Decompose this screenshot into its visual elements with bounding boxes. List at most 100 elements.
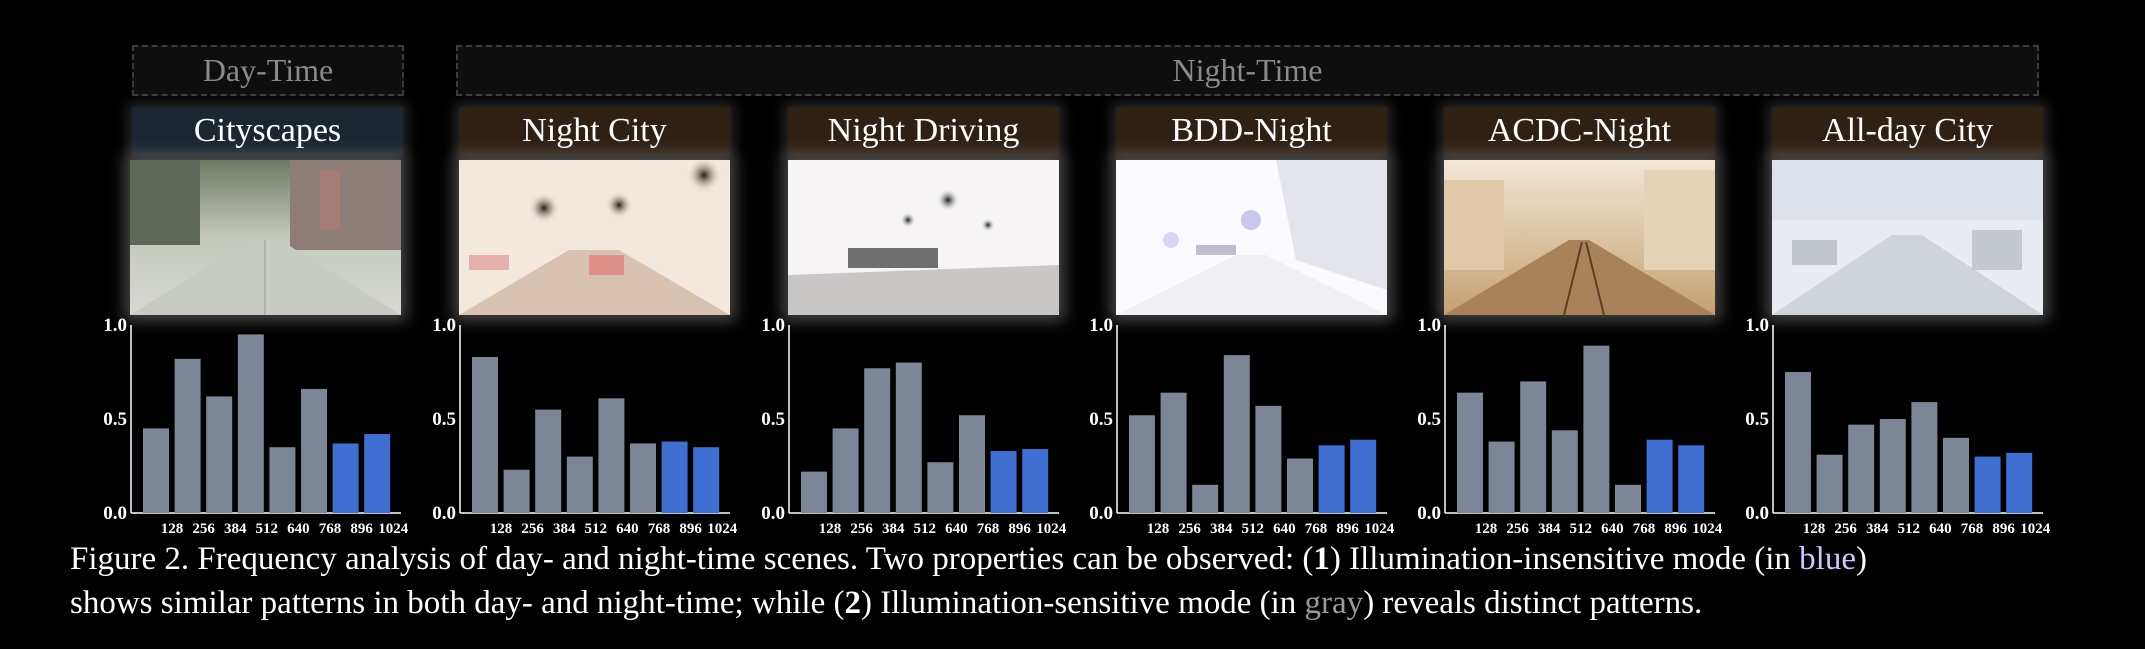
caption-text-1: Figure 2. Frequency analysis of day- and… bbox=[70, 541, 1314, 577]
x-tick-label: 768 bbox=[977, 521, 1000, 537]
bar-128 bbox=[801, 471, 827, 513]
x-tick-label: 256 bbox=[192, 521, 215, 537]
bar-128 bbox=[1785, 372, 1811, 513]
caption-line-1: Figure 2. Frequency analysis of day- and… bbox=[70, 537, 2130, 581]
bar-128 bbox=[472, 356, 498, 513]
bar-128 bbox=[143, 428, 169, 513]
bar-640 bbox=[1911, 402, 1938, 513]
y-tick-label: 0.5 bbox=[103, 409, 127, 430]
x-tick-label: 256 bbox=[521, 521, 544, 537]
y-tick-label: 0.0 bbox=[1089, 503, 1113, 524]
x-tick-label: 256 bbox=[1506, 521, 1529, 537]
bar-640 bbox=[927, 462, 954, 513]
bar-128 bbox=[1457, 392, 1483, 513]
bar-640 bbox=[269, 447, 296, 513]
caption-text-6: ) reveals distinct patterns. bbox=[1363, 585, 1703, 621]
x-tick-label: 1024 bbox=[1036, 521, 1067, 537]
bar-1024 bbox=[693, 447, 720, 513]
x-tick-label: 512 bbox=[585, 521, 608, 537]
bar-512 bbox=[895, 362, 922, 513]
x-tick-label: 384 bbox=[1538, 521, 1561, 537]
bar-384 bbox=[864, 368, 891, 513]
frequency-bar-charts: 0.0 0.5 1.0 128 256 384 512 640 768 896 1024 0.0 0.5… bbox=[103, 315, 2050, 537]
x-tick-label: 128 bbox=[819, 521, 842, 537]
acdc-night-scene-image bbox=[1444, 160, 1715, 315]
dataset-label-cityscapes: Cityscapes bbox=[132, 107, 403, 155]
bar-896 bbox=[990, 450, 1017, 513]
caption-text-3: ) bbox=[1856, 541, 1867, 577]
y-tick-label: 1.0 bbox=[1745, 315, 1769, 336]
day-time-group-header: Day-Time bbox=[132, 45, 404, 96]
bar-384 bbox=[1192, 484, 1219, 513]
caption-gray-word: gray bbox=[1304, 585, 1364, 621]
bar-1024 bbox=[1022, 449, 1049, 513]
caption-text-4: shows similar patterns in both day- and … bbox=[70, 585, 845, 621]
y-tick-label: 1.0 bbox=[1089, 315, 1113, 336]
bar-1024 bbox=[1350, 439, 1377, 513]
bar-896 bbox=[1318, 445, 1345, 513]
x-tick-label: 896 bbox=[1008, 521, 1031, 537]
bar-640 bbox=[1583, 345, 1610, 513]
bar-chart-cityscapes: 0.0 0.5 1.0 128 256 384 512 640 768 896 1024 bbox=[103, 315, 408, 537]
bar-640 bbox=[598, 398, 625, 513]
night-driving-scene-image bbox=[788, 160, 1059, 315]
bar-512 bbox=[237, 334, 264, 513]
bar-chart-all-day-city: 0.0 0.5 1.0 128 256 384 512 640 768 896 1024 bbox=[1745, 315, 2050, 537]
bar-384 bbox=[1848, 424, 1875, 513]
bar-chart-night-driving: 0.0 0.5 1.0 128 256 384 512 640 768 896 1024 bbox=[761, 315, 1066, 537]
x-tick-label: 1024 bbox=[1364, 521, 1395, 537]
bar-384 bbox=[206, 396, 233, 513]
bar-768 bbox=[1615, 484, 1641, 513]
x-tick-label: 896 bbox=[1992, 521, 2015, 537]
x-tick-label: 512 bbox=[914, 521, 937, 537]
bar-896 bbox=[661, 441, 688, 513]
bar-384 bbox=[535, 409, 562, 513]
x-tick-label: 896 bbox=[1664, 521, 1687, 537]
figure-caption: Figure 2. Frequency analysis of day- and… bbox=[70, 537, 2130, 625]
x-tick-label: 1024 bbox=[1692, 521, 1723, 537]
y-tick-label: 1.0 bbox=[761, 315, 785, 336]
x-tick-label: 512 bbox=[1570, 521, 1593, 537]
x-tick-label: 1024 bbox=[707, 521, 738, 537]
x-tick-label: 512 bbox=[1898, 521, 1921, 537]
x-tick-label: 1024 bbox=[2020, 521, 2051, 537]
caption-property-1: 1 bbox=[1313, 541, 1330, 577]
bar-768 bbox=[630, 443, 656, 513]
caption-blue-word: blue bbox=[1799, 541, 1856, 577]
x-tick-label: 768 bbox=[319, 521, 342, 537]
bar-256 bbox=[1488, 441, 1515, 513]
bar-chart-night-city: 0.0 0.5 1.0 128 256 384 512 640 768 896 1024 bbox=[432, 315, 737, 537]
y-tick-label: 0.5 bbox=[432, 409, 456, 430]
night-time-group-header: Night-Time bbox=[456, 45, 2039, 96]
cityscapes-scene-image bbox=[130, 160, 401, 315]
x-tick-label: 896 bbox=[679, 521, 702, 537]
all-day-city-scene-image bbox=[1772, 160, 2043, 315]
y-tick-label: 0.5 bbox=[1417, 409, 1441, 430]
bar-896 bbox=[1646, 439, 1673, 513]
bar-1024 bbox=[364, 434, 391, 513]
x-tick-label: 768 bbox=[648, 521, 671, 537]
bar-768 bbox=[959, 415, 985, 513]
x-tick-label: 384 bbox=[882, 521, 905, 537]
bar-1024 bbox=[2006, 452, 2033, 513]
dataset-label-night-city: Night City bbox=[459, 107, 730, 155]
caption-text-2: ) Illumination-insensitive mode (in bbox=[1329, 541, 1800, 577]
y-tick-label: 1.0 bbox=[103, 315, 127, 336]
bar-640 bbox=[1255, 405, 1282, 513]
y-tick-label: 0.0 bbox=[432, 503, 456, 524]
x-tick-label: 640 bbox=[945, 521, 968, 537]
x-tick-label: 256 bbox=[1834, 521, 1857, 537]
x-tick-label: 128 bbox=[1475, 521, 1498, 537]
x-tick-label: 512 bbox=[1242, 521, 1265, 537]
bar-128 bbox=[1129, 415, 1155, 513]
caption-text-5: ) Illumination-sensitive mode (in bbox=[860, 585, 1305, 621]
y-tick-label: 0.0 bbox=[103, 503, 127, 524]
x-tick-label: 128 bbox=[1147, 521, 1170, 537]
x-tick-label: 896 bbox=[350, 521, 373, 537]
y-tick-label: 0.0 bbox=[761, 503, 785, 524]
x-tick-label: 640 bbox=[1273, 521, 1296, 537]
bar-256 bbox=[832, 428, 859, 513]
bar-512 bbox=[1879, 419, 1906, 513]
bar-384 bbox=[1520, 381, 1547, 513]
bar-896 bbox=[332, 443, 359, 513]
